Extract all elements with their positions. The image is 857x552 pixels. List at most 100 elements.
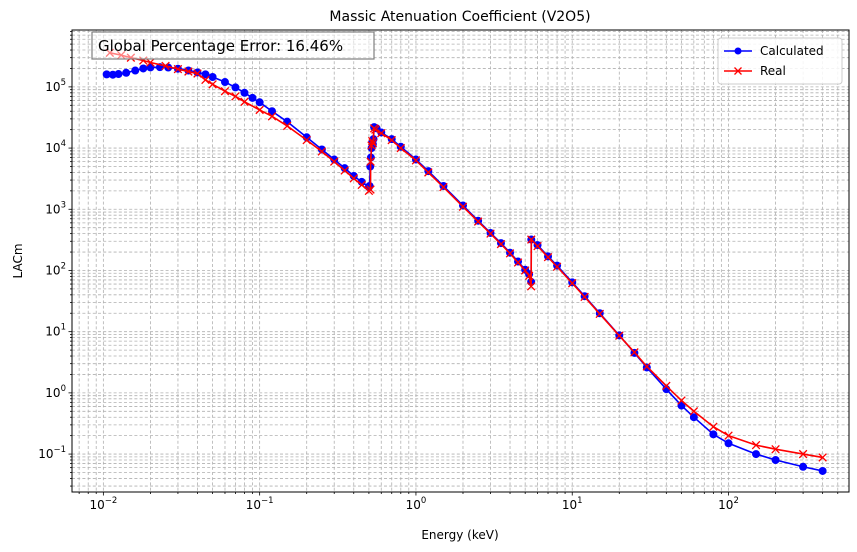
y-tick-label: 103 bbox=[45, 200, 66, 216]
x-tick-label: 10−2 bbox=[89, 496, 117, 512]
data-point-real bbox=[201, 75, 210, 85]
data-point-real bbox=[630, 348, 639, 357]
data-point-real bbox=[595, 309, 605, 319]
y-tick-label: 100 bbox=[45, 384, 66, 400]
data-point-real bbox=[302, 135, 311, 145]
x-tick-label: 10−1 bbox=[246, 496, 274, 512]
data-point-real bbox=[543, 252, 553, 262]
data-point-real bbox=[317, 147, 327, 156]
data-point-real bbox=[367, 136, 377, 146]
y-tick-label: 104 bbox=[45, 139, 66, 155]
y-axis: 10−1 100 101 102 103 104 105 bbox=[38, 31, 72, 487]
data-point-calculated bbox=[102, 70, 111, 79]
data-point-calculated bbox=[208, 73, 217, 82]
data-point-real bbox=[524, 271, 534, 281]
data-point-real bbox=[567, 278, 577, 288]
data-point-real bbox=[818, 453, 827, 462]
grid bbox=[72, 30, 849, 492]
data-point-real bbox=[329, 157, 339, 166]
data-point-real bbox=[208, 80, 217, 89]
data-point-calculated bbox=[114, 70, 123, 79]
data-point-real bbox=[439, 182, 448, 192]
data-point-calculated bbox=[458, 201, 467, 210]
data-point-calculated bbox=[818, 466, 827, 475]
x-axis-label: Energy (keV) bbox=[421, 528, 498, 542]
data-point-real bbox=[161, 61, 170, 71]
data-point-real bbox=[255, 105, 264, 115]
data-point-real bbox=[552, 262, 562, 272]
chart-title: Massic Atenuation Coefficient (V2O5) bbox=[329, 9, 590, 25]
x-tick-label: 101 bbox=[562, 496, 583, 512]
y-tick-label: 105 bbox=[45, 78, 66, 94]
data-point-real bbox=[240, 97, 249, 107]
data-point-real bbox=[520, 266, 530, 275]
data-point-calculated bbox=[340, 164, 349, 173]
data-point-calculated bbox=[330, 155, 339, 164]
data-point-calculated bbox=[139, 64, 148, 73]
x-tick-label: 102 bbox=[718, 496, 739, 512]
data-point-real bbox=[709, 422, 718, 431]
data-point-real bbox=[184, 67, 193, 76]
data-point-real bbox=[751, 440, 761, 450]
data-point-real bbox=[662, 381, 671, 391]
data-point-real bbox=[473, 217, 483, 226]
data-point-real bbox=[368, 138, 378, 148]
data-point-real bbox=[505, 249, 515, 258]
legend-label-calculated: Calculated bbox=[760, 44, 824, 58]
data-point-real bbox=[527, 235, 536, 244]
data-point-real bbox=[771, 444, 780, 454]
data-point-calculated bbox=[799, 462, 808, 471]
data-point-real bbox=[396, 143, 406, 153]
data-point-real bbox=[220, 86, 230, 96]
annotation-box: Global Percentage Error: 16.46% bbox=[91, 31, 375, 60]
data-point-calculated bbox=[349, 171, 358, 180]
data-point-real bbox=[377, 128, 386, 138]
data-point-calculated bbox=[122, 68, 131, 77]
data-point-calculated bbox=[248, 93, 257, 102]
data-point-calculated bbox=[220, 78, 229, 87]
data-point-calculated bbox=[255, 98, 264, 107]
data-point-real bbox=[458, 202, 468, 212]
data-point-calculated bbox=[201, 70, 210, 79]
data-point-real bbox=[267, 112, 277, 121]
data-point-real bbox=[615, 331, 624, 340]
data-point-calculated bbox=[231, 83, 240, 92]
legend-frame bbox=[717, 37, 843, 85]
annotation-text: Global Percentage Error: 16.46% bbox=[98, 37, 343, 55]
data-point-real bbox=[580, 292, 589, 302]
data-point-calculated bbox=[771, 456, 780, 465]
data-point-calculated bbox=[677, 401, 686, 410]
data-point-calculated bbox=[240, 88, 249, 97]
data-point-real bbox=[340, 166, 349, 175]
data-point-calculated bbox=[752, 450, 761, 459]
data-point-calculated bbox=[268, 107, 277, 116]
data-point-real bbox=[526, 282, 536, 291]
y-tick-label: 10−1 bbox=[38, 445, 66, 461]
legend-marker-real bbox=[734, 67, 742, 75]
plot-frame bbox=[71, 29, 850, 493]
y-tick-label: 102 bbox=[45, 261, 66, 277]
data-point-real bbox=[724, 431, 733, 440]
data-point-real bbox=[387, 135, 396, 145]
data-point-calculated bbox=[317, 145, 326, 154]
data-point-real bbox=[642, 362, 652, 371]
data-point-real bbox=[371, 125, 380, 134]
data-point-real bbox=[349, 174, 359, 183]
data-point-real bbox=[193, 69, 202, 78]
data-point-real bbox=[366, 157, 375, 166]
x-tick-label: 100 bbox=[406, 496, 427, 512]
y-axis-label: LACm bbox=[11, 243, 25, 278]
data-point-real bbox=[496, 239, 506, 249]
y-tick-label: 101 bbox=[45, 323, 66, 339]
data-point-real bbox=[411, 156, 421, 165]
data-point-real bbox=[533, 241, 542, 251]
data-point-real bbox=[173, 64, 183, 74]
data-point-calculated bbox=[424, 167, 433, 176]
data-point-real bbox=[357, 180, 367, 190]
data-point-calculated bbox=[689, 413, 698, 422]
legend-marker-calculated bbox=[734, 47, 742, 55]
legend: Calculated Real bbox=[717, 37, 843, 85]
data-point-calculated bbox=[724, 439, 733, 448]
data-point-real bbox=[366, 185, 375, 194]
data-point-real bbox=[689, 407, 699, 416]
